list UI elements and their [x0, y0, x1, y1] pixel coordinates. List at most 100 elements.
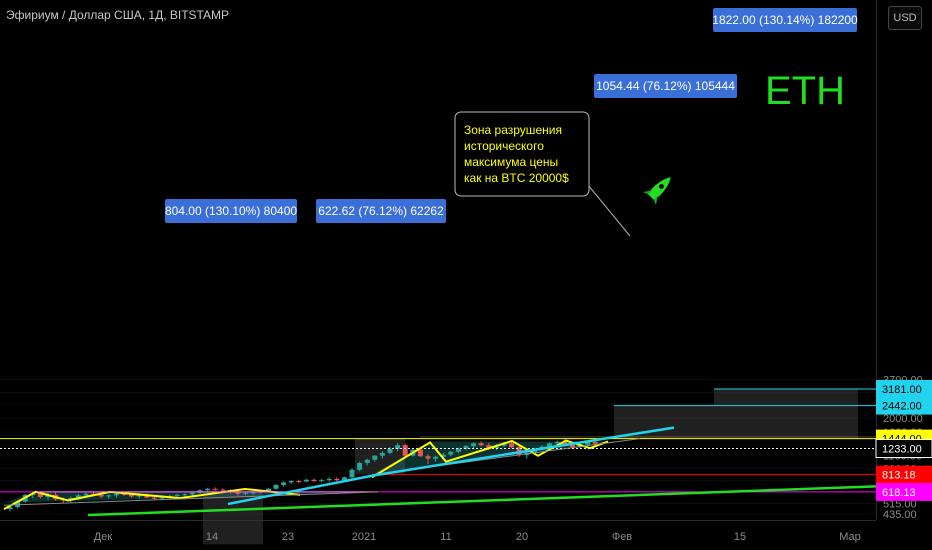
y-tick-label: 435.00 [883, 509, 917, 521]
price-tag-box [875, 439, 932, 459]
y-tick-label: 2000.00 [883, 413, 923, 425]
candle-body [569, 444, 575, 448]
x-tick-label: Мар [839, 531, 861, 543]
candle-body [585, 441, 591, 445]
callout-text: Зона разрушения [464, 123, 562, 137]
candle-body [326, 478, 332, 481]
measure-label: 1822.00 (130.14%) 182200 [712, 13, 858, 27]
candle-body [220, 489, 226, 491]
candle-body [212, 488, 218, 490]
candle-body [455, 448, 461, 452]
x-tick-label: 20 [516, 531, 528, 543]
symbol-label: ETH [765, 69, 845, 113]
measure-label: 622.62 (76.12%) 62262 [318, 204, 444, 218]
candle-body [387, 448, 393, 453]
candle-body [357, 462, 363, 470]
candle-body [174, 494, 180, 496]
candle-body [151, 497, 157, 499]
x-tick-label: Дек [94, 531, 113, 543]
candle-body [281, 482, 287, 486]
candle-body [395, 445, 401, 449]
rocket-body [648, 177, 671, 200]
candle-body [250, 492, 256, 494]
chart-title: Эфириум / Доллар США, 1Д, BITSTAMP [6, 8, 229, 22]
candle-body [288, 481, 294, 483]
x-tick-label: Фев [612, 531, 632, 543]
price-tag-box [876, 396, 932, 415]
candle-body [265, 488, 271, 491]
candle-body [121, 493, 127, 495]
price-tag-label: 3181.00 [882, 384, 922, 396]
callout-text: как на BTC 20000$ [464, 171, 569, 185]
candle-body [433, 456, 439, 459]
candle-body [486, 445, 492, 449]
measure-box [713, 8, 857, 32]
resistance-zone [420, 436, 876, 438]
candle-body [379, 452, 385, 456]
candle-body [106, 495, 112, 497]
candle-body [319, 480, 325, 482]
price-tag-label: 1233.00 [882, 444, 922, 456]
candle-body [341, 477, 347, 481]
price-tag-label: 618.13 [882, 487, 916, 499]
candle-body [562, 441, 568, 445]
candle-body [311, 479, 317, 482]
price-tag-label: 813.18 [882, 470, 916, 482]
candle-body [205, 488, 211, 491]
measure-box [316, 199, 446, 223]
currency-button[interactable]: USD [888, 6, 922, 30]
candle-body [440, 454, 446, 457]
price-tag-box [876, 482, 932, 501]
candle-body [182, 494, 188, 496]
candle-body [273, 485, 279, 489]
candle-body [471, 443, 477, 447]
candle-body [448, 451, 454, 455]
x-tick-label: 11 [440, 531, 451, 543]
candle-body [113, 493, 119, 496]
measure-zone-2 [355, 438, 405, 475]
pattern-zigzag-2 [371, 439, 609, 479]
candle-body [417, 449, 423, 457]
candle-body [349, 469, 355, 478]
x-tick-label: 15 [734, 531, 746, 543]
price-tag-box [876, 379, 932, 398]
measure-zone-4 [714, 388, 858, 439]
rocket-fins [643, 190, 658, 205]
price-tag-label: 2442.00 [882, 401, 922, 413]
candle-body [592, 441, 598, 444]
candle-body [554, 441, 560, 444]
candle-body [189, 492, 195, 495]
candle-body [402, 445, 408, 456]
candle-body [159, 497, 165, 499]
callout-box [454, 111, 590, 197]
candle-body [83, 493, 89, 496]
trendline-2 [371, 426, 675, 477]
triangle-bottom-1 [3, 491, 379, 506]
measure-zone-3 [614, 405, 714, 439]
rocket-window [659, 184, 664, 189]
candle-body [478, 443, 484, 446]
candle-body [547, 443, 553, 447]
x-tick-label: 14 [206, 531, 218, 543]
measure-label: 1054.44 (76.12%) 105444 [596, 79, 735, 93]
candle-body [372, 455, 378, 460]
measure-box [165, 199, 297, 223]
rocket-icon [643, 177, 671, 205]
measure-label: 804.00 (130.10%) 80400 [165, 204, 297, 218]
measure-box [594, 74, 737, 98]
candle-body [425, 456, 431, 459]
candle-body [136, 494, 142, 497]
candle-body [463, 446, 469, 449]
candle-body [243, 492, 249, 494]
candle-body [364, 459, 370, 463]
callout-text: исторического [464, 139, 544, 153]
candle-body [98, 494, 104, 497]
candle-body [144, 494, 150, 498]
callout-pointer [587, 184, 631, 237]
candle-body [334, 478, 340, 481]
x-tick-label: 2021 [352, 531, 376, 543]
trendline-1 [227, 474, 373, 506]
candle-body [303, 479, 309, 482]
